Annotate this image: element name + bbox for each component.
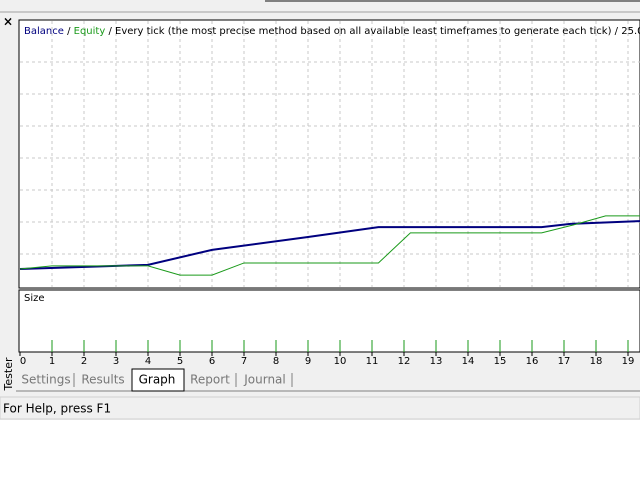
tab-active [131,368,185,392]
x-tick-label: 19 [622,356,635,367]
tab[interactable]: Settings [21,373,70,387]
top-bar [0,0,640,12]
graph-panel [18,19,640,289]
status-text: For Help, press F1 [3,402,111,416]
x-tick-label: 5 [177,356,183,367]
separator: / [67,26,71,37]
x-tick-label: 2 [81,356,87,367]
x-tick-label: 3 [113,356,119,367]
close-button[interactable]: × [3,15,13,29]
x-tick-label: 7 [241,356,247,367]
x-tick-label: 9 [305,356,311,367]
x-tick-label: 8 [273,356,279,367]
status-bar [0,396,640,420]
x-tick-label: 6 [209,356,215,367]
x-tick-label: 4 [145,356,151,367]
x-tick-label: 0 [20,356,26,367]
x-tick-label: 13 [430,356,443,367]
x-tick-label: 10 [334,356,347,367]
x-tick-label: 1 [49,356,55,367]
caption-text: / Every tick (the most precise method ba… [108,26,640,37]
size-label: Size [24,293,45,304]
x-tick-label: 17 [558,356,571,367]
legend-entry: Equity [74,26,106,37]
x-tick-label: 15 [494,356,507,367]
tabs: Settings Results Graph Report Journal [21,368,293,392]
side-label: Tester [2,357,15,391]
tab[interactable]: Journal [243,373,286,387]
series-line [19,220,640,271]
caption: Balance / Equity / Every tick (the most … [24,26,640,37]
size-panel [18,289,640,353]
legend-entry: Balance [24,26,64,37]
x-tick-label: 14 [462,356,475,367]
tab[interactable]: Graph [139,373,176,387]
x-tick-label: 11 [366,356,379,367]
series-line [19,215,640,276]
x-tick-label: 16 [526,356,539,367]
x-tick-label: 12 [398,356,411,367]
tab[interactable]: Report [190,373,230,387]
x-tick-label: 18 [590,356,603,367]
tab[interactable]: Results [81,373,124,387]
